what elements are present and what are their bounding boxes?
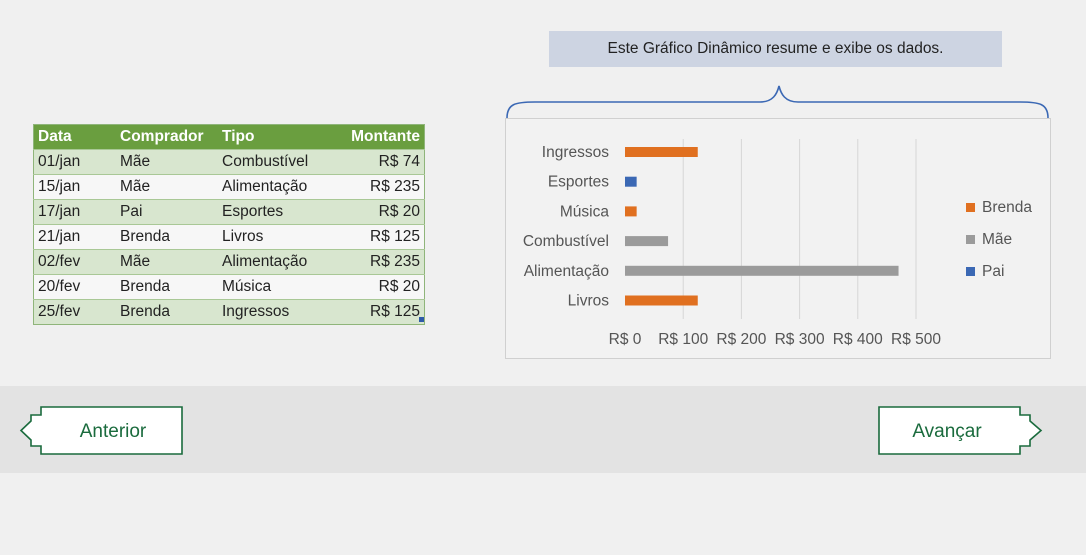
purchases-table: Data Comprador Tipo Montante 01/jan Mãe Co… — [33, 124, 425, 325]
pivot-chart[interactable]: R$ 0 R$ 100 R$ 200 R$ 300 R$ 400 R$ 500 Ingres… — [505, 118, 1051, 359]
table-row: 17/jan Pai Esportes R$ 20 — [33, 199, 425, 225]
table-row: 21/jan Brenda Livros R$ 125 — [33, 224, 425, 250]
legend-swatch — [966, 235, 975, 244]
cell-montante[interactable]: R$ 125 — [330, 299, 425, 325]
x-tick-label: R$ 200 — [716, 331, 766, 348]
cell-data[interactable]: 21/jan — [33, 224, 116, 250]
cell-tipo[interactable]: Alimentação — [218, 249, 330, 275]
table-resize-handle[interactable] — [419, 317, 424, 322]
legend-label: Brenda — [982, 199, 1032, 216]
legend-swatch — [966, 267, 975, 276]
cell-data[interactable]: 25/fev — [33, 299, 116, 325]
brace-decoration — [506, 85, 1049, 119]
cell-comprador[interactable]: Brenda — [116, 274, 218, 300]
x-tick-label: R$ 300 — [775, 331, 825, 348]
cell-montante[interactable]: R$ 74 — [330, 149, 425, 175]
previous-label: Anterior — [79, 421, 147, 442]
cell-montante[interactable]: R$ 20 — [330, 199, 425, 225]
cell-comprador[interactable]: Pai — [116, 199, 218, 225]
arrow-right-icon — [878, 406, 1043, 455]
cell-comprador[interactable]: Mãe — [116, 249, 218, 275]
x-tick-label: R$ 0 — [609, 331, 642, 348]
table-row: 20/fev Brenda Música R$ 20 — [33, 274, 425, 300]
table-row: 02/fev Mãe Alimentação R$ 235 — [33, 249, 425, 275]
bar-pai — [625, 176, 637, 187]
chart-caption: Este Gráfico Dinâmico resume e exibe os … — [549, 31, 1002, 67]
bar-brenda — [625, 295, 698, 306]
x-tick-label: R$ 400 — [833, 331, 883, 348]
cell-montante[interactable]: R$ 235 — [330, 249, 425, 275]
header-montante[interactable]: Montante — [330, 124, 425, 150]
bar-mae — [625, 265, 899, 276]
previous-button[interactable]: Anterior — [18, 406, 184, 455]
table-row: 15/jan Mãe Alimentação R$ 235 — [33, 174, 425, 200]
cell-comprador[interactable]: Brenda — [116, 299, 218, 325]
category-label: Combustível — [523, 233, 609, 250]
category-label: Esportes — [548, 174, 609, 191]
cell-comprador[interactable]: Mãe — [116, 149, 218, 175]
category-label: Livros — [568, 293, 610, 310]
chart-canvas: R$ 0 R$ 100 R$ 200 R$ 300 R$ 400 R$ 500 Ingres… — [523, 139, 1032, 348]
table-header-row: Data Comprador Tipo Montante — [33, 124, 425, 150]
cell-data[interactable]: 20/fev — [33, 274, 116, 300]
category-label: Ingressos — [542, 144, 609, 161]
header-comprador[interactable]: Comprador — [116, 124, 218, 150]
cell-data[interactable]: 01/jan — [33, 149, 116, 175]
cell-comprador[interactable]: Mãe — [116, 174, 218, 200]
category-label: Música — [560, 203, 609, 220]
cell-montante[interactable]: R$ 20 — [330, 274, 425, 300]
legend-label: Mãe — [982, 231, 1012, 248]
header-data[interactable]: Data — [33, 124, 116, 150]
header-tipo[interactable]: Tipo — [218, 124, 330, 150]
cell-tipo[interactable]: Ingressos — [218, 299, 330, 325]
next-button[interactable]: Avançar — [877, 406, 1045, 455]
cell-tipo[interactable]: Música — [218, 274, 330, 300]
cell-montante[interactable]: R$ 235 — [330, 174, 425, 200]
cell-tipo[interactable]: Esportes — [218, 199, 330, 225]
bar-mae — [625, 236, 669, 247]
legend-swatch — [966, 203, 975, 212]
arrow-left-icon — [19, 406, 183, 455]
cell-tipo[interactable]: Livros — [218, 224, 330, 250]
legend-label: Pai — [982, 263, 1004, 280]
table-row: 25/fev Brenda Ingressos R$ 125 — [33, 299, 425, 325]
cell-tipo[interactable]: Alimentação — [218, 174, 330, 200]
bar-brenda — [625, 147, 698, 157]
next-label: Avançar — [912, 421, 982, 442]
cell-data[interactable]: 17/jan — [33, 199, 116, 225]
cell-data[interactable]: 02/fev — [33, 249, 116, 275]
bar-brenda — [625, 206, 637, 217]
category-label: Alimentação — [524, 263, 609, 280]
x-tick-label: R$ 100 — [658, 331, 708, 348]
x-tick-label: R$ 500 — [891, 331, 941, 348]
table-row: 01/jan Mãe Combustível R$ 74 — [33, 149, 425, 175]
cell-montante[interactable]: R$ 125 — [330, 224, 425, 250]
cell-data[interactable]: 15/jan — [33, 174, 116, 200]
cell-tipo[interactable]: Combustível — [218, 149, 330, 175]
cell-comprador[interactable]: Brenda — [116, 224, 218, 250]
